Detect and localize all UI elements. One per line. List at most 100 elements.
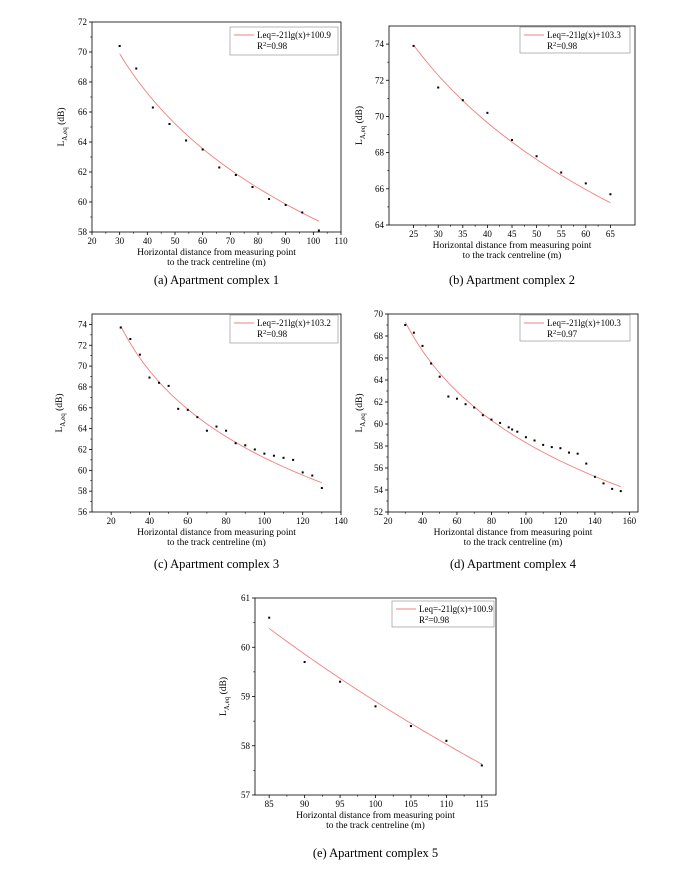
y-label-unit: (dB) xyxy=(56,107,67,127)
data-point xyxy=(151,106,154,109)
data-point xyxy=(374,705,377,708)
data-point xyxy=(568,451,571,454)
y-tick-label: 70 xyxy=(375,111,385,121)
data-point xyxy=(473,406,476,409)
legend-r-squared: R2=0.98 xyxy=(257,41,288,51)
x-tick-label: 20 xyxy=(107,516,117,526)
y-tick-label: 66 xyxy=(78,403,88,413)
fit-curve xyxy=(120,325,323,484)
x-tick-label: 60 xyxy=(581,229,591,239)
x-tick-label: 40 xyxy=(483,229,493,239)
data-point xyxy=(205,429,208,432)
data-point xyxy=(404,324,407,326)
x-tick-label: 60 xyxy=(198,236,208,246)
y-tick-label: 60 xyxy=(78,465,88,475)
r2-superscript: 2 xyxy=(263,329,266,336)
panel-caption: (c) Apartment complex 3 xyxy=(154,557,279,571)
data-point xyxy=(272,454,275,457)
y-label-main: L xyxy=(55,427,65,433)
data-point xyxy=(158,381,161,384)
y-label-main: L xyxy=(219,710,229,716)
y-label-unit: (dB) xyxy=(54,393,65,413)
data-point xyxy=(138,353,141,356)
data-point xyxy=(320,487,323,490)
x-axis-label-line-2: to the track centreline (m) xyxy=(464,537,563,548)
x-tick-label: 120 xyxy=(296,516,310,526)
legend-box xyxy=(519,314,631,342)
data-point xyxy=(490,418,493,421)
y-label-subscript: A,eq xyxy=(359,125,367,139)
x-tick-label: 20 xyxy=(384,516,394,526)
legend-r-squared: R2=0.98 xyxy=(419,615,450,625)
data-point xyxy=(511,428,514,431)
y-tick-label: 58 xyxy=(241,741,251,751)
x-tick-label: 160 xyxy=(623,516,637,526)
data-point xyxy=(559,447,562,450)
data-point xyxy=(253,448,256,451)
x-tick-label: 40 xyxy=(143,236,153,246)
y-tick-label: 64 xyxy=(78,424,88,434)
x-tick-label: 90 xyxy=(300,799,310,809)
r2-value: =0.98 xyxy=(266,329,287,339)
y-label-main: L xyxy=(355,139,365,145)
data-point xyxy=(421,344,424,347)
y-tick-label: 72 xyxy=(78,17,87,27)
data-point xyxy=(292,458,295,461)
data-point xyxy=(215,425,218,428)
y-tick-label: 56 xyxy=(78,507,88,517)
data-point xyxy=(609,193,612,196)
legend-equation: Leq=-21lg(x)+100.9 xyxy=(419,604,493,614)
data-point xyxy=(455,397,458,400)
data-point xyxy=(118,45,121,47)
data-point xyxy=(593,475,596,478)
panel-caption: (a) Apartment complex 1 xyxy=(154,273,279,287)
plot-frame xyxy=(91,313,342,513)
r2-value: =0.97 xyxy=(556,329,577,339)
y-tick-label: 59 xyxy=(241,692,251,702)
x-tick-label: 115 xyxy=(475,799,489,809)
data-point xyxy=(284,204,287,206)
data-point xyxy=(550,446,553,449)
panel-caption: (d) Apartment complex 4 xyxy=(450,557,577,571)
x-tick-label: 70 xyxy=(226,236,236,246)
x-tick-label: 45 xyxy=(508,229,518,239)
data-point xyxy=(317,229,320,232)
y-tick-label: 61 xyxy=(241,593,250,603)
x-tick-label: 60 xyxy=(452,516,462,526)
y-tick-label: 64 xyxy=(78,137,88,147)
y-tick-label: 57 xyxy=(241,790,251,800)
x-tick-label: 55 xyxy=(557,229,567,239)
x-tick-label: 100 xyxy=(369,799,383,809)
fit-curve xyxy=(413,44,611,204)
y-tick-label: 60 xyxy=(78,197,88,207)
fit-curve xyxy=(119,53,320,222)
data-point xyxy=(412,44,415,47)
x-tick-label: 20 xyxy=(88,236,98,246)
x-tick-label: 35 xyxy=(458,229,468,239)
data-point xyxy=(585,462,588,465)
data-point xyxy=(282,456,285,459)
data-point xyxy=(119,326,122,329)
data-point xyxy=(311,474,314,477)
data-point xyxy=(447,395,450,398)
y-tick-label: 56 xyxy=(374,463,384,473)
x-tick-label: 30 xyxy=(115,236,125,246)
legend-box xyxy=(519,26,631,54)
plot-frame xyxy=(387,313,639,513)
y-label-main: L xyxy=(355,427,365,433)
data-point xyxy=(480,764,483,767)
fit-curve xyxy=(404,321,621,488)
x-axis-label-line-1: Horizontal distance from measuring point xyxy=(296,810,455,821)
y-axis-label: LA,eq (dB) xyxy=(354,393,367,432)
data-point xyxy=(177,407,180,410)
x-tick-label: 110 xyxy=(440,799,454,809)
data-point xyxy=(201,148,204,151)
data-point xyxy=(438,375,441,378)
y-tick-label: 68 xyxy=(78,382,88,392)
data-point xyxy=(437,86,440,89)
data-point xyxy=(602,482,605,485)
data-point xyxy=(611,487,614,490)
y-tick-label: 70 xyxy=(374,309,384,319)
y-tick-label: 68 xyxy=(374,331,384,341)
x-tick-label: 85 xyxy=(265,799,275,809)
